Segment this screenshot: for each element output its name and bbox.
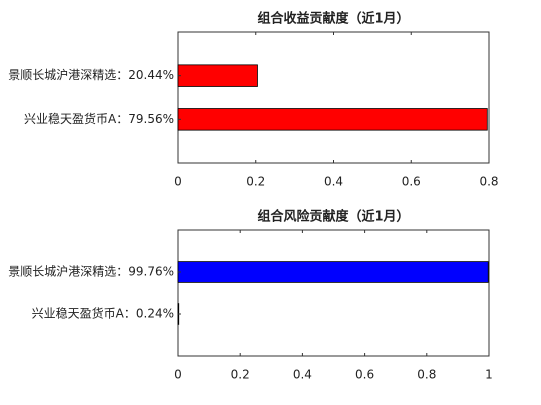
x-tick-label: 0 bbox=[174, 175, 182, 189]
chart-title: 组合风险贡献度（近1月） bbox=[257, 209, 409, 225]
x-tick-label: 0.6 bbox=[402, 175, 421, 189]
bar bbox=[177, 108, 488, 131]
x-tick-label: 0.4 bbox=[293, 368, 312, 382]
x-tick-label: 0.2 bbox=[231, 368, 250, 382]
chart-title: 组合收益贡献度（近1月） bbox=[257, 11, 409, 27]
bar bbox=[177, 261, 489, 283]
x-tick-label: 0.4 bbox=[324, 175, 343, 189]
y-tick-label: 景顺长城沪港深精选：99.76% bbox=[8, 265, 174, 279]
plot-area bbox=[177, 31, 490, 164]
x-tick-label: 0.8 bbox=[417, 368, 436, 382]
x-tick-label: 0.2 bbox=[246, 175, 265, 189]
bar bbox=[177, 64, 258, 87]
x-tick-label: 1 bbox=[485, 368, 493, 382]
x-tick-label: 0 bbox=[174, 368, 182, 382]
y-tick-label: 兴业稳天盈货币A：0.24% bbox=[32, 306, 174, 321]
x-tick-label: 0.8 bbox=[479, 175, 498, 189]
x-tick-label: 0.6 bbox=[355, 368, 374, 382]
plot-area bbox=[177, 229, 490, 357]
y-tick-label: 兴业稳天盈货币A：79.56% bbox=[24, 111, 174, 126]
y-tick-label: 景顺长城沪港深精选：20.44% bbox=[8, 68, 174, 82]
